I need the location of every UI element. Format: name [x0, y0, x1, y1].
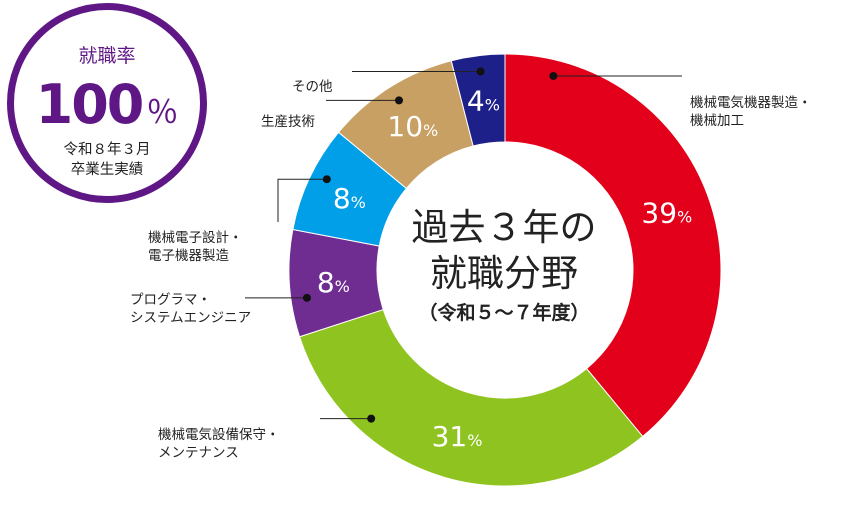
label-programmer-se: プログラマ・ システムエンジニア [130, 291, 251, 327]
label-electronic-design: 機械電子設計・ 電子機器製造 [148, 229, 243, 265]
data-label-equipment-maintenance: 31% [432, 420, 483, 453]
data-label-other: 4% [467, 84, 500, 117]
label-line: 機械加工 [690, 113, 744, 129]
label-line: 電子機器製造 [148, 248, 229, 264]
leader-dot-other [476, 67, 485, 76]
slice-equipment-maintenance [298, 308, 644, 487]
badge-note-line1: 令和８年３月 [63, 142, 151, 158]
data-label-production-engineering: 10% [387, 110, 438, 143]
label-production-engineering: 生産技術 [261, 113, 315, 131]
center-title-line2: 就職分野 [430, 252, 578, 295]
label-other: その他 [292, 78, 333, 96]
badge-unit: ％ [146, 93, 179, 131]
badge-note: 令和８年３月 卒業生実績 [14, 140, 200, 180]
data-label-machine-manufacturing: 39% [641, 197, 692, 230]
label-line: その他 [292, 79, 333, 95]
data-label-electronic-design: 8% [333, 182, 366, 215]
badge-title: 就職率 [78, 45, 136, 67]
data-label-programmer-se: 8% [317, 266, 350, 299]
leader-dot-programmer-se [302, 293, 311, 302]
center-title-period: （令和５～７年度） [418, 302, 590, 324]
label-line: 機械電子設計・ [148, 230, 243, 246]
label-machine-manufacturing: 機械電気機器製造・ 機械加工 [690, 94, 812, 130]
label-line: システムエンジニア [130, 310, 252, 326]
leader-line-electronic-design [277, 178, 327, 222]
label-line: 生産技術 [261, 114, 315, 130]
badge-note-line2: 卒業生実績 [70, 162, 144, 178]
label-line: 機械電気設備保守・ [158, 427, 280, 443]
slice-machine-manufacturing [504, 53, 722, 438]
leader-dot-equipment-maintenance [367, 414, 376, 423]
badge-value: 100 ％ [14, 73, 200, 136]
chart-center-title: 過去３年の 就職分野 （令和５～７年度） [384, 205, 624, 327]
label-line: メンテナンス [158, 445, 239, 461]
center-title-line1: 過去３年の [411, 206, 597, 249]
label-line: プログラマ・ [130, 292, 211, 308]
leader-dot-electronic-design [322, 175, 331, 184]
slice-other [450, 53, 506, 147]
badge-number: 100 [35, 73, 145, 136]
leader-dot-machine-manufacturing [549, 71, 558, 80]
label-line: 機械電気機器製造・ [690, 95, 812, 111]
employment-rate-badge: 就職率 100 ％ 令和８年３月 卒業生実績 [7, 3, 207, 203]
label-equipment-maintenance: 機械電気設備保守・ メンテナンス [158, 426, 280, 462]
leader-dot-production-engineering [395, 96, 404, 105]
